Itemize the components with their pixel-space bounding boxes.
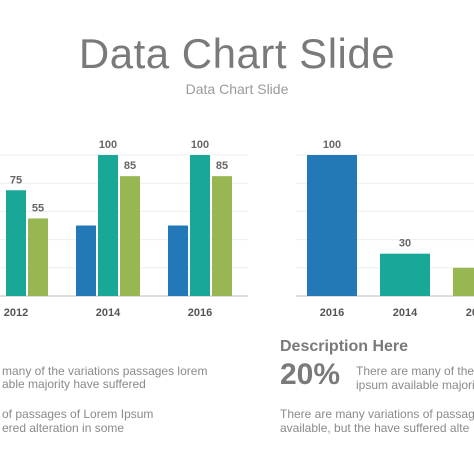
bar-2014-s3 [120,176,140,296]
bar-2016-s3 [212,176,232,296]
x-tick-label: 2016 [188,307,212,319]
description-side-line-1: There are many of the [356,364,474,378]
data-label: 30 [399,238,411,250]
x-tick-label: 2012 [4,307,28,319]
description-heading: Description Here [280,338,409,355]
data-label: 75 [10,174,22,186]
x-tick-label: 2014 [96,307,121,319]
data-label: 85 [124,160,136,172]
bar-2012-s3 [28,218,48,296]
x-tick-label: 2014 [393,307,418,319]
data-label: 55 [32,202,44,214]
left-paragraph-1-line-2: able majority have suffered [2,377,146,391]
bar-2016-s1 [168,225,188,296]
description-percent: 20% [280,358,341,391]
x-tick-label: 2016 [320,307,344,319]
description-paragraph-line-1: There are many variations of passag [280,407,474,421]
page-title: Data Chart Slide [78,30,396,77]
x-tick-label: 2012 [466,307,474,319]
bar-2014-s1 [76,225,96,296]
left-paragraph-1-line-1: many of the variations passages lorem [2,364,208,378]
left-paragraph-2-line-1: of passages of Lorem Ipsum [2,407,154,421]
bar-2014 [380,253,430,296]
bar-2012-s2 [6,190,26,296]
bar-2016 [307,155,357,296]
bar-2016-s2 [190,155,210,296]
bar-2012 [453,267,474,296]
data-label: 100 [191,139,209,151]
description-paragraph-line-2: available, but the have suffered alte [280,421,470,435]
data-label: 85 [216,160,228,172]
bar-2014-s2 [98,155,118,296]
description-side-line-2: ipsum available majori [356,378,474,392]
left-paragraph-2-line-2: ered alteration in some [2,421,125,435]
page-subtitle: Data Chart Slide [185,81,289,97]
data-label: 100 [99,139,117,151]
data-label: 100 [323,139,341,151]
